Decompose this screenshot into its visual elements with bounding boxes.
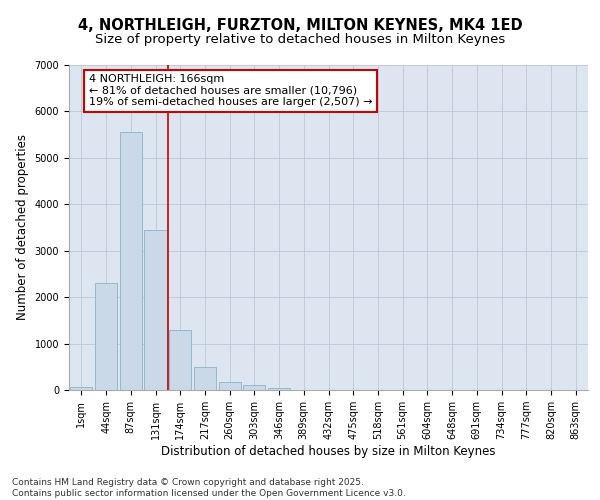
X-axis label: Distribution of detached houses by size in Milton Keynes: Distribution of detached houses by size … (161, 445, 496, 458)
Bar (243, 386, 265, 390)
Bar (145, 230, 167, 390)
Bar (119, 132, 142, 390)
Bar (70, 388, 92, 390)
Bar (194, 367, 216, 390)
Bar (95, 283, 117, 390)
Bar (218, 382, 241, 390)
Text: 4 NORTHLEIGH: 166sqm
← 81% of detached houses are smaller (10,796)
19% of semi-d: 4 NORTHLEIGH: 166sqm ← 81% of detached h… (89, 74, 372, 108)
Y-axis label: Number of detached properties: Number of detached properties (16, 134, 29, 320)
Bar (169, 330, 191, 390)
Text: Size of property relative to detached houses in Milton Keynes: Size of property relative to detached ho… (95, 32, 505, 46)
Bar (268, 388, 290, 390)
Text: 4, NORTHLEIGH, FURZTON, MILTON KEYNES, MK4 1ED: 4, NORTHLEIGH, FURZTON, MILTON KEYNES, M… (77, 18, 523, 32)
Text: Contains HM Land Registry data © Crown copyright and database right 2025.
Contai: Contains HM Land Registry data © Crown c… (12, 478, 406, 498)
